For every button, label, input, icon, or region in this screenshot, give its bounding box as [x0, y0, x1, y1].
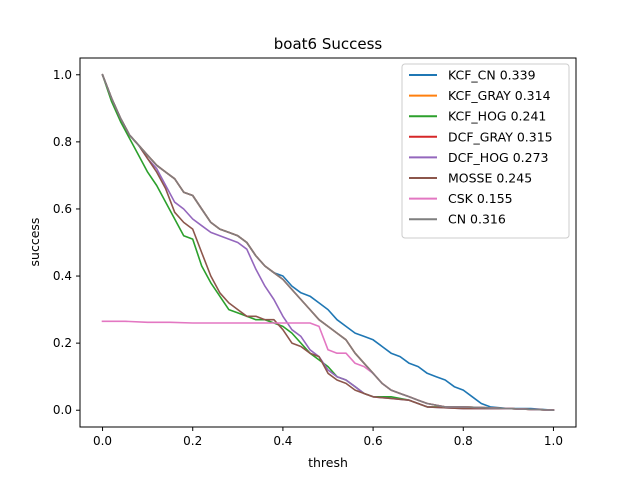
- legend-label: CSK 0.155: [448, 191, 513, 206]
- legend-label: DCF_HOG 0.273: [448, 150, 548, 165]
- series-line-5: [101, 73, 555, 412]
- legend-label: KCF_GRAY 0.314: [448, 88, 551, 103]
- legend-label: KCF_HOG 0.241: [448, 109, 546, 124]
- y-axis-label: success: [27, 218, 42, 267]
- x-tick-label: 1.0: [544, 434, 563, 448]
- y-tick-label: 0.4: [53, 269, 72, 283]
- plot-frame: [79, 57, 577, 428]
- x-tick-label: 0.4: [273, 434, 292, 448]
- y-ticks: 0.0 0.2 0.4 0.6 0.8 1.0: [53, 68, 80, 417]
- x-tick-label: 0.6: [364, 434, 383, 448]
- legend-label: MOSSE 0.245: [448, 171, 532, 186]
- legend-box: [401, 63, 570, 239]
- x-tick-label: 0.0: [93, 434, 112, 448]
- series-line-7: [101, 73, 555, 412]
- y-tick-label: 0.2: [53, 336, 72, 350]
- x-axis-label: thresh: [308, 455, 348, 470]
- y-tick-label: 0.8: [53, 135, 72, 149]
- legend-label: KCF_CN 0.339: [448, 68, 536, 83]
- legend: KCF_CN 0.339 KCF_GRAY 0.314 KCF_HOG 0.241 D…: [401, 63, 570, 239]
- series-layer: [101, 73, 555, 412]
- legend-label: DCF_GRAY 0.315: [448, 129, 553, 144]
- y-tick-label: 0.6: [53, 202, 72, 216]
- y-tick-label: 0.0: [53, 403, 72, 417]
- x-ticks: 0.0 0.2 0.4 0.6 0.8 1.0: [93, 427, 563, 448]
- legend-label: CN 0.316: [448, 212, 506, 227]
- x-tick-label: 0.2: [183, 434, 202, 448]
- y-tick-label: 1.0: [53, 68, 72, 82]
- x-tick-label: 0.8: [454, 434, 473, 448]
- chart-title: boat6 Success: [274, 35, 383, 53]
